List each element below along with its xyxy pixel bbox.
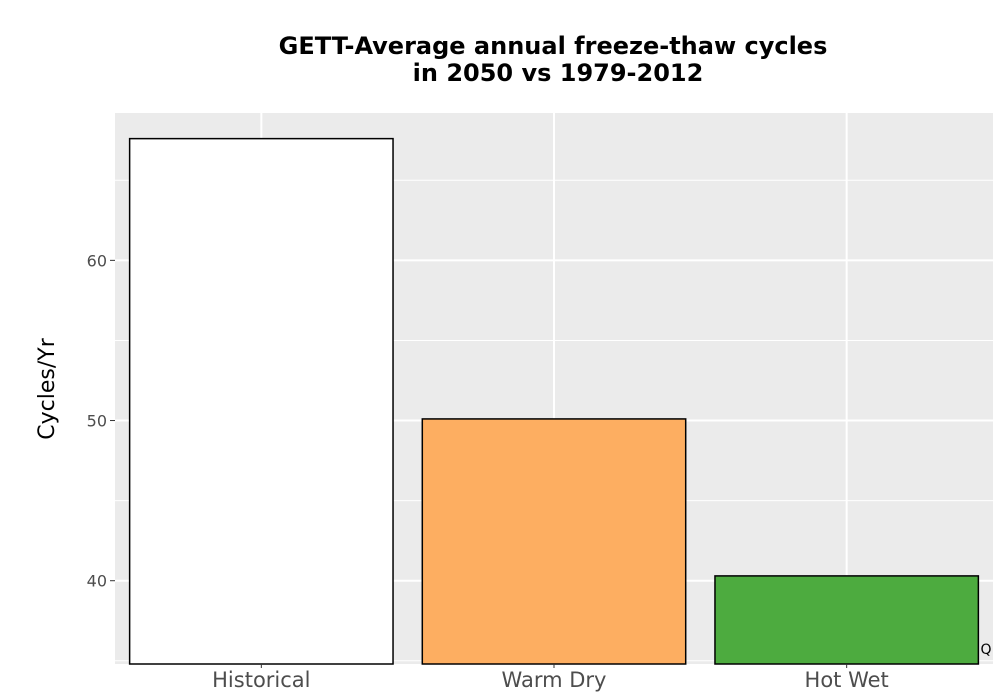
x-tick-label-1: Warm Dry bbox=[502, 668, 607, 692]
chart-title-line-2: in 2050 vs 1979-2012 bbox=[413, 59, 704, 87]
bars bbox=[128, 137, 980, 665]
bar-warm-dry bbox=[421, 418, 687, 665]
bar-hot-wet bbox=[714, 575, 980, 665]
x-tick-label-2: Hot Wet bbox=[805, 668, 889, 692]
y-tick-label-0: 40 bbox=[87, 572, 107, 591]
bar-historical bbox=[128, 137, 394, 665]
y-tick-label-2: 60 bbox=[87, 251, 107, 270]
corner-glyph: Q bbox=[980, 642, 991, 658]
axis-ticks: 40 50 60 Historical Warm Dry Hot Wet bbox=[87, 251, 889, 692]
x-tick-label-0: Historical bbox=[212, 668, 310, 692]
chart-title-line-1: GETT-Average annual freeze-thaw cycles bbox=[279, 32, 828, 60]
y-tick-label-1: 50 bbox=[87, 412, 107, 431]
y-axis-title: Cycles/Yr bbox=[35, 337, 60, 439]
